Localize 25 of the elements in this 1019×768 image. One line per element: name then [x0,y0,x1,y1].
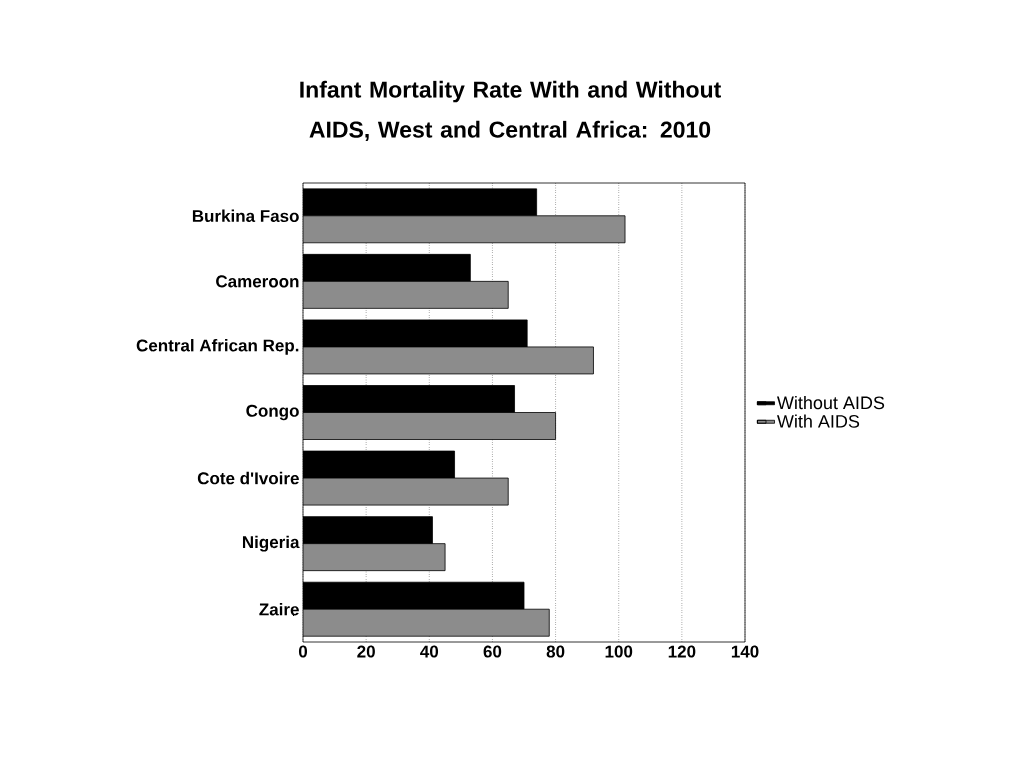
y-tick-label: Nigeria [242,535,300,552]
legend-label: Without AIDS [777,395,885,410]
bar [303,477,509,506]
y-tick-label: Cameroon [216,275,299,288]
bar [303,280,509,309]
chart-title: Infant Mortality Rate With and Without AIDS, West and Central Africa: 2010 [300,80,721,142]
x-tick-label: 140 [731,645,759,658]
x-tick-label: 60 [483,645,502,658]
x-tick-label: 100 [605,645,633,658]
y-tick-label: Central African Rep. [136,339,299,355]
x-tick-label: 0 [298,645,308,658]
y-tick-label: Congo [246,404,299,421]
y-tick-label: Cote d'Ivoire [197,471,299,485]
legend-label: With AIDS [777,414,860,428]
bar [303,543,446,572]
x-tick-label: 20 [357,645,375,658]
y-tick-label: Burkina Faso [192,209,299,223]
bar [303,412,556,440]
x-tick-label: 120 [668,645,696,658]
bar [303,346,594,375]
bar [303,215,626,244]
x-tick-label: 80 [546,645,565,658]
y-tick-label: Zaire [259,602,299,616]
bar [303,608,550,637]
x-tick-label: 40 [420,645,439,658]
